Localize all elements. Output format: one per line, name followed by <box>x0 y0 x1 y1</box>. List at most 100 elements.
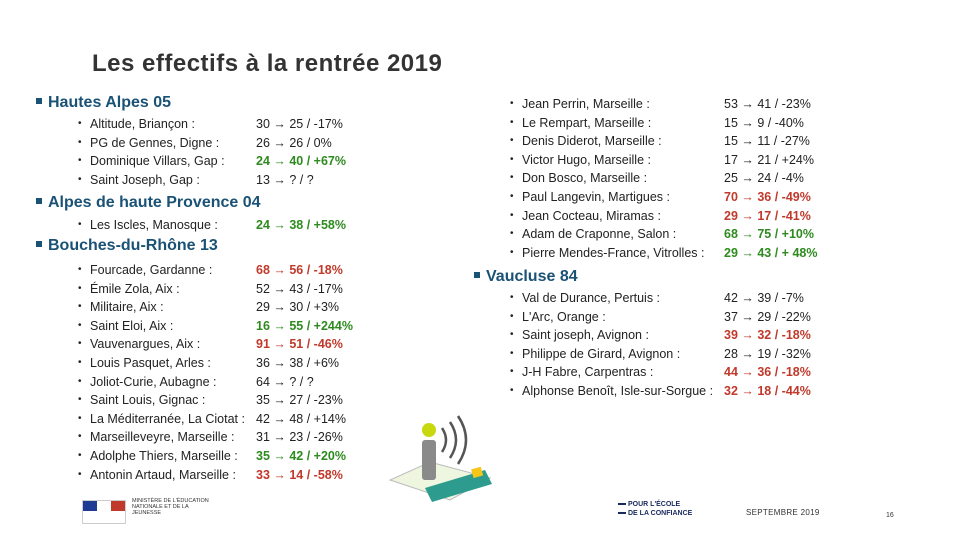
list-item: • Alphonse Benoît, Isle-sur-Sorgue : 32 → … <box>510 382 830 401</box>
enrollment-value: 15 → 11 / -27% <box>724 134 810 149</box>
school-name: Le Rempart, Marseille : <box>522 115 652 130</box>
school-name: Saint Louis, Gignac : <box>90 393 206 408</box>
bullet-icon: • <box>78 375 82 387</box>
enrollment-value: 35 → 27 / -23% <box>256 393 343 408</box>
school-name: Saint Eloi, Aix : <box>90 318 174 333</box>
list-item: • Adam de Craponne, Salon : 68 → 75 / +10% <box>510 225 830 244</box>
section-alpes-haute-provence: Alpes de haute Provence 04 <box>36 194 261 212</box>
french-flag-icon <box>82 500 126 524</box>
bullet-icon: • <box>510 135 514 147</box>
enrollment-value: 37 → 29 / -22% <box>724 309 811 324</box>
bullet-icon: • <box>78 301 82 313</box>
ticket-shape <box>425 470 492 502</box>
school-info-illustration <box>388 415 492 502</box>
list-item: • Don Bosco, Marseille : 25 → 24 / -4% <box>510 169 830 188</box>
enrollment-value: 64 → ? / ? <box>256 374 314 389</box>
ministry-logo: MINISTÈRE DE L'ÉDUCATION NATIONALE ET DE… <box>82 498 212 526</box>
list-item: • Fourcade, Gardanne : 68 → 56 / -18% <box>78 261 378 280</box>
list-bouches-du-rhone-continued: • Jean Perrin, Marseille :53 → 41 / -23% •… <box>510 95 830 262</box>
enrollment-value: 42 → 48 / +14% <box>256 411 346 426</box>
bullet-icon: • <box>510 246 514 258</box>
section-bouches-du-rhone: Bouches-du-Rhône 13 <box>36 237 218 255</box>
square-bullet-icon <box>36 240 42 247</box>
bullet-icon: • <box>78 264 82 275</box>
enrollment-value: 28 → 19 / -32% <box>724 346 811 361</box>
school-name: Denis Diderot, Marseille : <box>522 134 662 149</box>
section-hautes-alpes: Hautes Alpes 05 <box>36 94 171 112</box>
list-item: • Saint joseph, Avignon : 39 → 32 / -18% <box>510 326 830 345</box>
list-item: • Dominique Villars, Gap : 24 → 40 / +67% <box>78 152 378 171</box>
list-item: • PG de Gennes, Digne : 26 → 26 / 0% <box>78 134 378 153</box>
enrollment-value: 31 → 23 / -26% <box>256 430 343 445</box>
school-name: Militaire, Aix : <box>90 300 164 315</box>
list-item: • Victor Hugo, Marseille : 17 → 21 / +24% <box>510 151 830 170</box>
school-name: Philippe de Girard, Avignon : <box>522 346 681 361</box>
list-item: • Pierre Mendes-France, Vitrolles : 29 → 4… <box>510 244 830 263</box>
enrollment-value: 68 → 75 / +10% <box>724 227 814 242</box>
school-name: PG de Gennes, Digne : <box>90 135 220 150</box>
bullet-icon: • <box>510 153 514 165</box>
list-item: • Émile Zola, Aix : 52 → 43 / -17% <box>78 280 378 299</box>
list-item: • Val de Durance, Pertuis : 42 → 39 / -7% <box>510 289 830 308</box>
bullet-icon: • <box>510 347 514 359</box>
logo-bar-icon <box>618 512 626 515</box>
list-item: • Adolphe Thiers, Marseille : 35 → 42 / +2… <box>78 447 378 466</box>
list-item: • Philippe de Girard, Avignon : 28 → 19 / … <box>510 345 830 364</box>
list-item: • Vauvenargues, Aix : 91 → 51 / -46% <box>78 335 378 354</box>
bullet-icon: • <box>78 449 82 461</box>
enrollment-value: 25 → 24 / -4% <box>724 171 804 186</box>
enrollment-value: 91 → 51 / -46% <box>256 337 343 352</box>
school-name: Saint Joseph, Gap : <box>90 172 200 187</box>
school-name: Marseilleveyre, Marseille : <box>90 430 235 445</box>
enrollment-value: 30 → 25 / -17% <box>256 117 343 131</box>
school-name: Jean Cocteau, Miramas : <box>522 208 661 223</box>
info-dot-icon <box>422 423 436 437</box>
enrollment-value: 39 → 32 / -18% <box>724 328 811 343</box>
school-name: Saint joseph, Avignon : <box>522 328 649 343</box>
ecole-confiance-logo: POUR L'ÉCOLE DE LA CONFIANCE <box>618 500 692 518</box>
section-heading: Alpes de haute Provence 04 <box>48 194 261 211</box>
school-name: Dominique Villars, Gap : <box>90 154 225 169</box>
bullet-icon: • <box>78 394 82 406</box>
school-name: Les Iscles, Manosque : <box>90 218 218 232</box>
page-number: 16 <box>886 512 894 519</box>
enrollment-value: 52 → 43 / -17% <box>256 281 343 296</box>
enrollment-value: 33 → 14 / -58% <box>256 467 343 482</box>
school-name: Émile Zola, Aix : <box>90 281 180 296</box>
enrollment-value: 35 → 42 / +20% <box>256 448 346 463</box>
enrollment-value: 16 → 55 / +244% <box>256 318 353 333</box>
bullet-icon: • <box>510 329 514 341</box>
bullet-icon: • <box>510 366 514 378</box>
list-alpes-haute-provence: • Les Iscles, Manosque : 24 → 38 / +58% <box>78 216 378 235</box>
bullet-icon: • <box>78 319 82 331</box>
bullet-icon: • <box>510 292 514 303</box>
bullet-icon: • <box>510 310 514 322</box>
bullet-icon: • <box>510 116 514 128</box>
enrollment-value: 70 → 36 / -49% <box>724 189 811 204</box>
square-bullet-icon <box>474 271 480 278</box>
enrollment-value: 24 → 40 / +67% <box>256 154 346 169</box>
enrollment-value: 26 → 26 / 0% <box>256 135 332 150</box>
enrollment-value: 29 → 17 / -41% <box>724 208 811 223</box>
school-name: Antonin Artaud, Marseille : <box>90 467 236 482</box>
square-bullet-icon <box>36 197 42 204</box>
enrollment-value: 53 → 41 / -23% <box>724 97 811 111</box>
list-item: • Jean Perrin, Marseille : 53 → 41 / -23% <box>510 95 830 114</box>
bullet-icon: • <box>78 173 82 185</box>
list-hautes-alpes: • Altitude, Briançon : 30 → 25 / -17% • PG d… <box>78 115 378 189</box>
enrollment-value: 44 → 36 / -18% <box>724 365 811 380</box>
list-item: • Paul Langevin, Martigues : 70 → 36 / -49… <box>510 188 830 207</box>
enrollment-value: 24 → 38 / +58% <box>256 218 346 232</box>
school-name: Adam de Craponne, Salon : <box>522 227 677 242</box>
list-vaucluse: • Val de Durance, Pertuis :42 → 39 / -7% •… <box>510 289 830 401</box>
list-item: • Joliot-Curie, Aubagne : 64 → ? / ? <box>78 373 378 392</box>
list-item: • Antonin Artaud, Marseille : 33 → 14 / -5… <box>78 466 378 485</box>
list-item: • Militaire, Aix : 29 → 30 / +3% <box>78 298 378 317</box>
square-bullet-icon <box>36 97 42 104</box>
list-item: • Marseilleveyre, Marseille : 31 → 23 / -2… <box>78 428 378 447</box>
list-item: • Saint Louis, Gignac : 35 → 27 / -23% <box>78 391 378 410</box>
enrollment-value: 68 → 56 / -18% <box>256 263 343 277</box>
enrollment-value: 29 → 43 / + 48% <box>724 245 818 260</box>
bullet-icon: • <box>78 118 82 129</box>
logo-line-2: DE LA CONFIANCE <box>628 510 693 517</box>
